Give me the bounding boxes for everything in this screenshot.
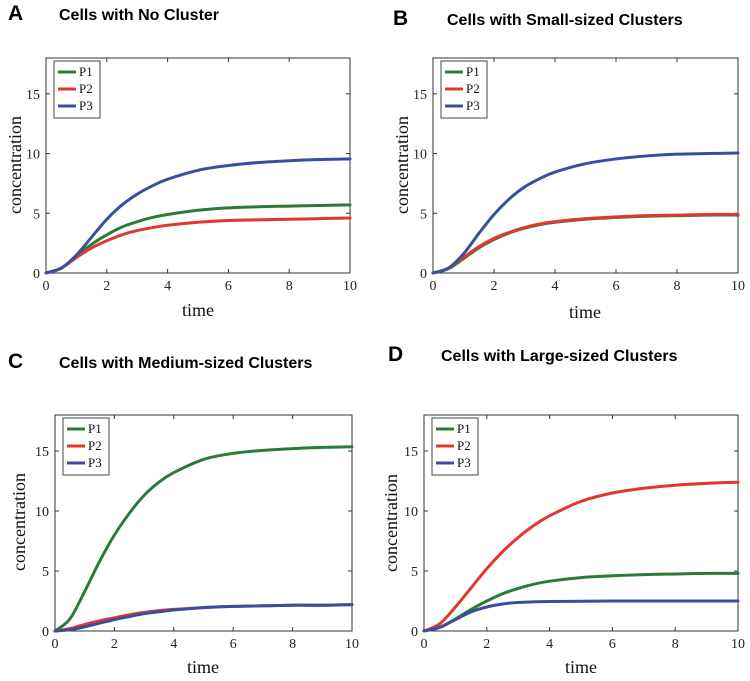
- legend-label: P2: [466, 81, 480, 96]
- y-tick-label: 10: [26, 148, 40, 163]
- y-tick-label: 15: [413, 88, 427, 103]
- chart-title: Cells with Small-sized Clusters: [447, 12, 683, 29]
- chart-title: Cells with Medium-sized Clusters: [59, 355, 312, 372]
- plot-area: 0 2 4 6 8 10 0 5 10 15 P1 P2 P3: [35, 414, 359, 652]
- series-line-p2: [422, 480, 740, 633]
- panel-letter: A: [8, 2, 23, 25]
- x-tick-label: 6: [225, 279, 232, 294]
- series-line-p2: [431, 212, 740, 275]
- x-axis-label: time: [565, 657, 597, 677]
- x-tick-label: 2: [483, 637, 490, 652]
- panel-letter: B: [393, 7, 408, 30]
- legend-label: P1: [466, 64, 480, 79]
- x-tick-label: 0: [43, 279, 50, 294]
- series-line-p1: [53, 445, 354, 633]
- y-tick-label: 10: [35, 505, 49, 520]
- x-tick-label: 6: [609, 637, 616, 652]
- y-tick-label: 15: [35, 445, 49, 460]
- y-tick-label: 0: [411, 625, 418, 640]
- panel-b: B Cells with Small-sized Clusters time c…: [392, 7, 745, 322]
- x-tick-label: 4: [164, 279, 171, 294]
- x-tick-label: 0: [430, 279, 437, 294]
- legend: P1 P2 P3: [431, 417, 479, 476]
- x-tick-label: 8: [286, 279, 293, 294]
- y-axis-label: concentration: [392, 116, 412, 214]
- x-tick-label: 2: [491, 279, 498, 294]
- legend-label: P3: [457, 455, 471, 470]
- legend-label: P2: [457, 438, 471, 453]
- x-tick-label: 4: [170, 637, 177, 652]
- legend: P1 P2 P3: [53, 60, 101, 119]
- x-axis-label: time: [182, 300, 214, 320]
- panel-letter: C: [8, 350, 23, 373]
- x-tick-label: 10: [343, 279, 357, 294]
- x-axis-label: time: [569, 302, 601, 322]
- y-axis-label: concentration: [5, 116, 25, 214]
- legend-label: P1: [457, 421, 471, 436]
- y-tick-label: 10: [404, 505, 418, 520]
- x-tick-label: 2: [111, 637, 118, 652]
- x-tick-label: 0: [52, 637, 59, 652]
- legend-label: P1: [88, 421, 102, 436]
- x-tick-label: 0: [421, 637, 428, 652]
- legend-label: P3: [79, 98, 93, 113]
- legend: P1 P2 P3: [62, 417, 110, 476]
- y-tick-label: 5: [33, 207, 40, 222]
- x-tick-label: 4: [546, 637, 553, 652]
- panel-c: C Cells with Medium-sized Clusters time …: [8, 350, 359, 677]
- y-tick-label: 5: [411, 565, 418, 580]
- x-tick-label: 10: [731, 279, 745, 294]
- legend-label: P3: [88, 455, 102, 470]
- x-tick-label: 6: [613, 279, 620, 294]
- series-line-p2: [44, 216, 352, 275]
- series-line-p3: [44, 157, 352, 275]
- legend-label: P1: [79, 64, 93, 79]
- y-axis-label: concentration: [9, 473, 29, 571]
- legend-label: P2: [88, 438, 102, 453]
- y-tick-label: 0: [42, 625, 49, 640]
- y-tick-label: 15: [26, 88, 40, 103]
- y-axis-label: concentration: [381, 474, 401, 572]
- y-tick-label: 10: [413, 148, 427, 163]
- x-tick-label: 6: [230, 637, 237, 652]
- series-line-p1: [44, 203, 352, 275]
- series-line-p3: [53, 603, 354, 633]
- panel-letter: D: [388, 343, 403, 366]
- x-tick-label: 4: [552, 279, 559, 294]
- x-tick-label: 8: [674, 279, 681, 294]
- plot-area: 0 2 4 6 8 10 0 5 10 15 P1 P2 P3: [404, 414, 745, 652]
- panel-d: D Cells with Large-sized Clusters time c…: [381, 343, 745, 677]
- y-tick-label: 15: [404, 445, 418, 460]
- x-tick-label: 10: [345, 637, 359, 652]
- x-axis-label: time: [187, 657, 219, 677]
- x-tick-label: 8: [672, 637, 679, 652]
- plot-area: 0 2 4 6 8 10 0 5 10 15 P1 P2 P3: [26, 57, 357, 294]
- series-line-p3: [422, 599, 740, 633]
- legend-label: P2: [79, 81, 93, 96]
- y-tick-label: 0: [420, 267, 427, 282]
- y-tick-label: 5: [420, 207, 427, 222]
- legend: P1 P2 P3: [440, 60, 488, 119]
- chart-title: Cells with No Cluster: [59, 7, 219, 24]
- y-tick-label: 0: [33, 267, 40, 282]
- panel-a: A Cells with No Cluster time concentrati…: [5, 2, 357, 320]
- x-tick-label: 8: [289, 637, 296, 652]
- x-tick-label: 2: [103, 279, 110, 294]
- x-tick-label: 10: [731, 637, 745, 652]
- plot-area: 0 2 4 6 8 10 0 5 10 15 P1 P2 P3: [413, 57, 745, 294]
- legend-label: P3: [466, 98, 480, 113]
- series-line-p3: [431, 151, 740, 275]
- y-tick-label: 5: [42, 565, 49, 580]
- chart-title: Cells with Large-sized Clusters: [441, 348, 678, 365]
